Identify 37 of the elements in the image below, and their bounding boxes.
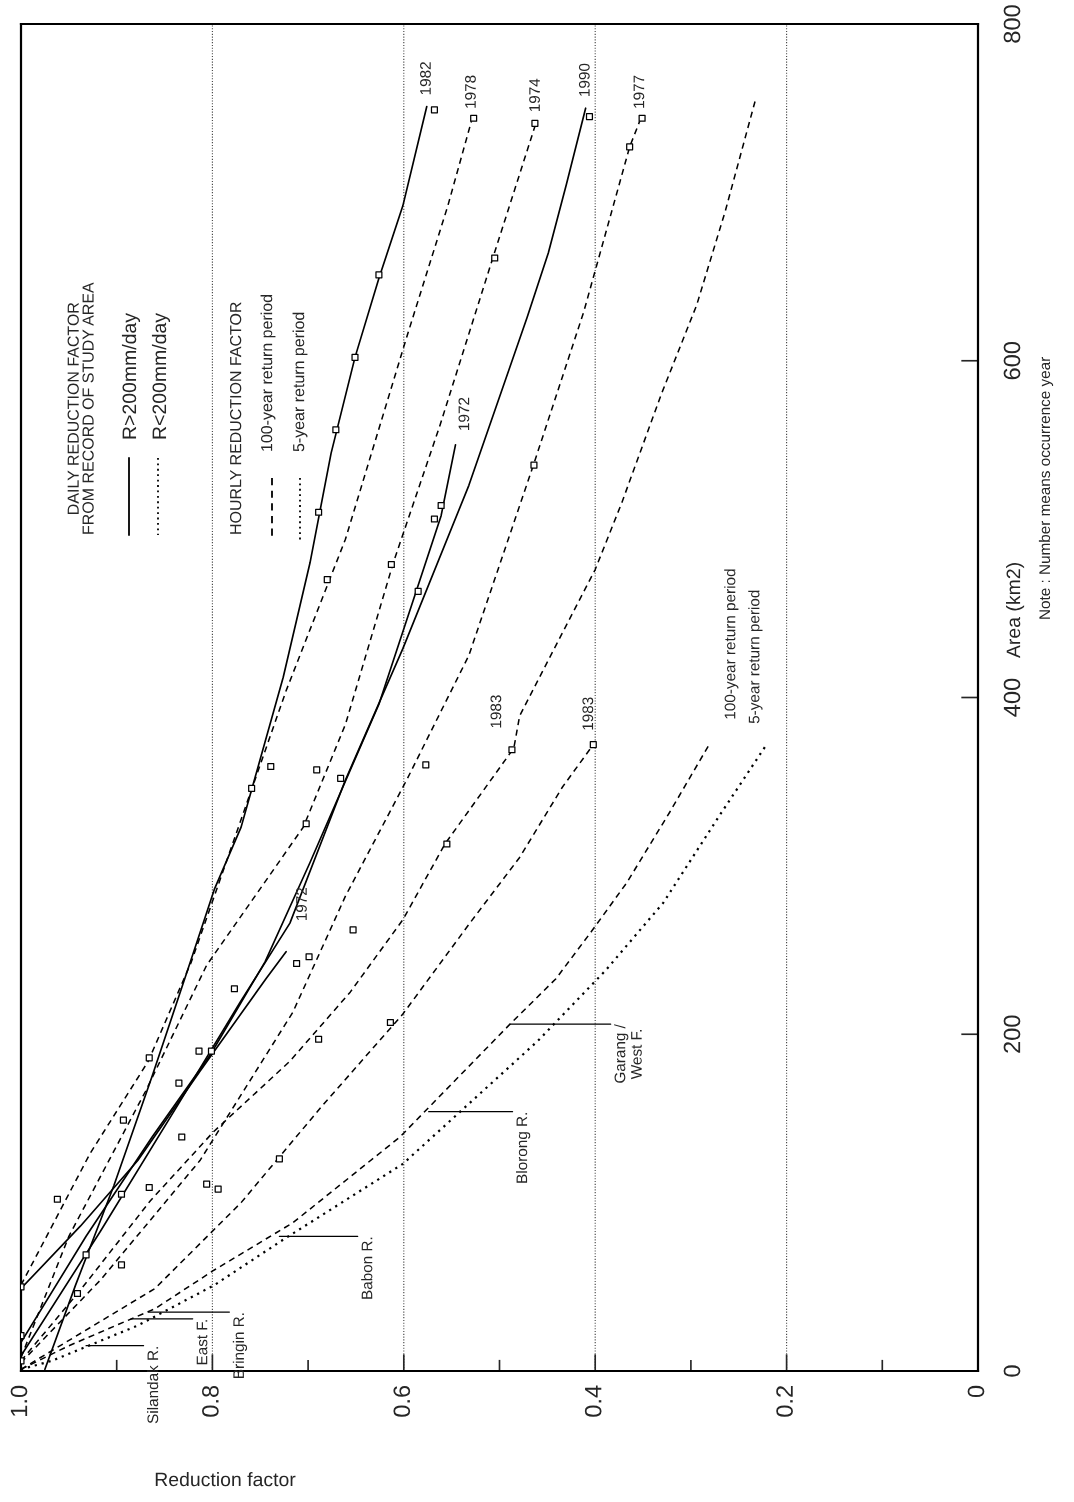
text: Note : Number means occurrence year [1038, 357, 1054, 619]
annotation: Garang / West F. [614, 1024, 642, 1083]
annotation: 5-year return period [292, 312, 308, 452]
annotation: 100-year return period [724, 569, 739, 719]
y-tick-label: 600 [1003, 341, 1021, 380]
annotation: 1974 [529, 78, 540, 112]
y-tick-label: 400 [1003, 678, 1021, 717]
annotation: 1990 [578, 63, 590, 96]
annotation: R>200mm/day [121, 313, 141, 439]
x-axis-title: Reduction factor [155, 1472, 296, 1487]
annotation: DAILY REDUCTION FACTOR FROM RECORD OF STUDY AREA [67, 282, 94, 534]
annotation: 5-year return period [748, 590, 763, 724]
annotation: Babon R. [361, 1237, 373, 1299]
annotation: East F. [196, 1320, 208, 1365]
x-tick-label: 0.6 [393, 1385, 411, 1417]
annotation: 1983 [490, 695, 502, 728]
annotation: 1982 [420, 62, 431, 95]
annotation: Blorong R. [516, 1113, 531, 1183]
annotation: 1977 [633, 75, 645, 108]
y-tick-label: 200 [1003, 1015, 1021, 1053]
annotation: Silandak R. [147, 1347, 159, 1424]
annotation: 1972 [296, 887, 307, 921]
x-tick-label: 0.4 [584, 1385, 602, 1417]
annotation: 1978 [465, 75, 476, 108]
annotation: Bringin R. [232, 1313, 248, 1378]
annotation: 100-year return period [260, 294, 276, 451]
annotation: HOURLY REDUCTION FACTOR [229, 302, 242, 534]
x-tick-label: 0.8 [202, 1385, 219, 1417]
y-tick-label: 0 [1003, 1365, 1021, 1377]
x-tick-label: 0.2 [776, 1386, 793, 1417]
y-axis-title: Area (km2) [1006, 563, 1025, 659]
annotation: 1983 [582, 697, 594, 730]
x-tick-label: 1.0 [10, 1385, 28, 1416]
y-tick-label: 800 [1003, 5, 1021, 43]
annotation: R<200mm/day [151, 313, 171, 439]
annotation: 1972 [458, 397, 470, 430]
x-tick-label: 0 [967, 1385, 985, 1398]
